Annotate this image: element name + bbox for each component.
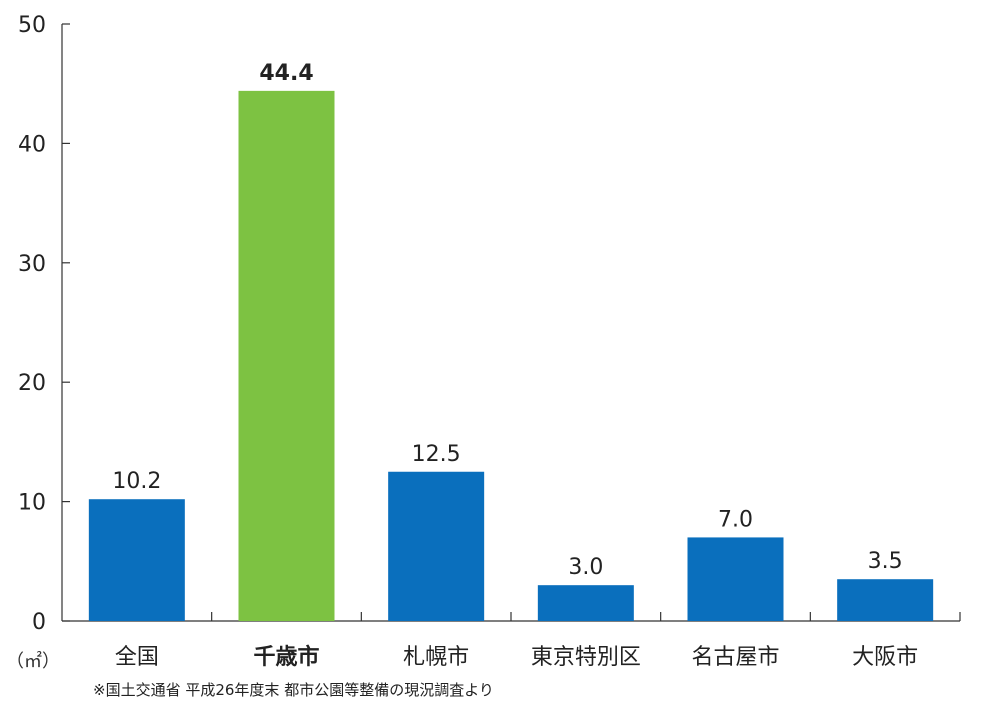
- value-label: 3.5: [868, 549, 903, 574]
- y-axis: 0 10 20 30 40 50: [18, 13, 70, 635]
- bar: [537, 585, 634, 621]
- bar: [687, 537, 784, 621]
- value-label: 7.0: [718, 507, 753, 532]
- bar: [837, 579, 934, 621]
- bar: [238, 90, 335, 621]
- category-label: 札幌市: [403, 645, 469, 670]
- category-labels: 全国 千歳市 札幌市 東京特別区 名古屋市 大阪市: [115, 644, 918, 670]
- category-label: 東京特別区: [531, 645, 641, 670]
- category-label: 大阪市: [852, 645, 918, 670]
- unit-label: （㎡）: [6, 650, 60, 672]
- bars: [88, 90, 934, 621]
- x-axis: [62, 612, 961, 622]
- y-tick-label: 0: [32, 610, 46, 635]
- y-tick-label: 50: [18, 13, 46, 38]
- bar: [88, 499, 185, 621]
- y-tick-label: 10: [18, 491, 46, 516]
- value-label: 10.2: [112, 469, 161, 494]
- y-tick-label: 30: [18, 252, 46, 277]
- y-tick-label: 20: [18, 371, 46, 396]
- value-label: 3.0: [568, 555, 603, 580]
- y-tick-label: 40: [18, 132, 46, 157]
- source-note: ※国土交通省 平成26年度末 都市公園等整備の現況調査より: [93, 681, 494, 699]
- category-label: 全国: [115, 645, 159, 670]
- value-label: 44.4: [259, 61, 313, 86]
- value-labels: 10.2 44.4 12.5 3.0 7.0 3.5: [112, 61, 902, 580]
- bar: [388, 471, 485, 621]
- category-label: 名古屋市: [691, 645, 779, 670]
- category-label: 千歳市: [253, 644, 319, 670]
- value-label: 12.5: [412, 442, 461, 467]
